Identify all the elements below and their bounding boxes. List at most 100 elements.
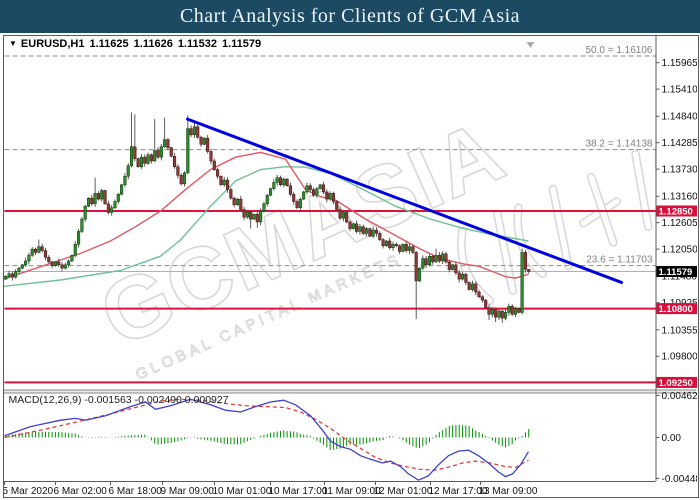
candle-body xyxy=(100,190,104,200)
candle-body xyxy=(298,198,302,208)
price-badge xyxy=(656,376,698,388)
price-tick-label: 1.14840 xyxy=(662,112,698,123)
candle-body xyxy=(388,240,392,248)
candle-body xyxy=(457,272,461,280)
trendline[interactable] xyxy=(186,117,623,284)
candle-body xyxy=(159,146,163,158)
candle-body xyxy=(209,151,213,162)
candle-body xyxy=(153,150,157,162)
candle-body xyxy=(355,223,359,232)
candle-body xyxy=(47,256,51,263)
candle-body xyxy=(143,156,147,164)
candle-body xyxy=(523,252,527,270)
quote-close: 1.11579 xyxy=(221,38,262,50)
candle-body xyxy=(444,253,448,263)
macd-main-line xyxy=(4,398,530,481)
candle-body xyxy=(513,308,518,315)
candle-body xyxy=(113,201,117,208)
candle-body xyxy=(487,307,491,315)
candle-body xyxy=(252,214,256,220)
ma-fast-line[interactable] xyxy=(0,151,529,281)
price-tick-label: 1.13160 xyxy=(662,192,698,203)
candle-body xyxy=(351,223,355,229)
candle-body xyxy=(335,201,339,210)
candle-body xyxy=(381,239,385,247)
candle-body xyxy=(70,255,74,262)
candle-body xyxy=(120,184,124,195)
price-badge-label: 1.09250 xyxy=(659,378,693,389)
macd-signal-line xyxy=(4,398,529,471)
candle-body xyxy=(106,203,110,213)
candle-body xyxy=(219,175,223,186)
candle-body xyxy=(467,282,471,290)
date-tick-label: 11 Mar 09:00 xyxy=(323,486,382,495)
candle-body xyxy=(103,190,107,205)
candle-body xyxy=(325,191,329,200)
price-tick-label: 1.11480 xyxy=(662,272,698,283)
candle-body xyxy=(454,264,458,274)
macd-scale-label: 0.004628 xyxy=(662,391,698,402)
candle-body xyxy=(510,305,514,315)
price-badge xyxy=(656,266,698,278)
quote-header[interactable]: ▼ EURUSD,H1 1.11625 1.11626 1.11532 1.11579 xyxy=(9,38,266,50)
candle-body xyxy=(199,136,203,145)
ma-slow-line[interactable] xyxy=(0,165,529,288)
candle-body xyxy=(371,229,375,237)
macd-header: MACD(12,26,9) -0.001563 -0.002490 0.0009… xyxy=(9,394,229,406)
candle-body xyxy=(504,312,508,319)
candle-body xyxy=(451,264,455,270)
candle-body xyxy=(77,231,81,245)
candle-body xyxy=(308,185,312,190)
candle-body xyxy=(288,185,292,195)
candle-body xyxy=(272,182,276,189)
candle-body xyxy=(437,255,441,262)
macd-histogram xyxy=(5,424,530,450)
macd-scale-label: -0.004489 xyxy=(662,474,698,485)
fib-level-label: 23.6 = 1.11703 xyxy=(586,255,653,266)
candle-body xyxy=(57,261,61,266)
candle-body xyxy=(497,310,501,318)
candle-body xyxy=(192,126,196,136)
candle-body xyxy=(239,198,243,210)
candle-body xyxy=(477,291,481,297)
candle-body xyxy=(129,146,134,167)
candle-body xyxy=(24,260,28,266)
candle-body xyxy=(139,156,144,167)
candle-body xyxy=(464,274,468,283)
date-tick-label: 6 Mar 18:00 xyxy=(109,486,163,495)
candle-body xyxy=(96,193,100,200)
candle-body xyxy=(275,177,279,183)
price-tick-label: 1.12605 xyxy=(662,218,698,229)
candle-body xyxy=(163,139,167,147)
candle-body xyxy=(460,274,465,280)
price-tick-label: 1.10355 xyxy=(662,325,698,336)
candle-body xyxy=(411,246,415,253)
candle-body xyxy=(245,211,249,218)
candle-body xyxy=(441,253,445,262)
date-tick-label: 6 Mar 02:00 xyxy=(54,486,108,495)
candle-body xyxy=(517,308,521,313)
candle-body xyxy=(116,194,120,202)
quote-high: 1.11626 xyxy=(133,38,173,50)
candle-body xyxy=(73,244,77,256)
price-badge xyxy=(656,303,698,315)
panel-separator[interactable] xyxy=(4,390,696,393)
candle-body xyxy=(232,197,236,206)
symbol-dropdown-icon[interactable]: ▼ xyxy=(9,39,17,48)
price-tick-label: 1.15410 xyxy=(662,85,698,96)
price-badge-label: 1.11579 xyxy=(659,267,693,278)
candle-body xyxy=(424,258,428,266)
candle-body xyxy=(490,309,494,315)
candle-body xyxy=(40,246,44,251)
fib-level-label: 50.0 = 1.16106 xyxy=(585,45,652,56)
candle-body xyxy=(10,273,14,278)
candle-body xyxy=(331,193,335,202)
candle-body xyxy=(358,226,362,232)
candle-body xyxy=(527,269,531,272)
price-badge-label: 1.10800 xyxy=(659,304,693,315)
candle-body xyxy=(156,150,160,158)
candle-body xyxy=(83,205,87,220)
arrow-down-marker[interactable] xyxy=(526,42,535,48)
candle-body xyxy=(364,228,369,234)
